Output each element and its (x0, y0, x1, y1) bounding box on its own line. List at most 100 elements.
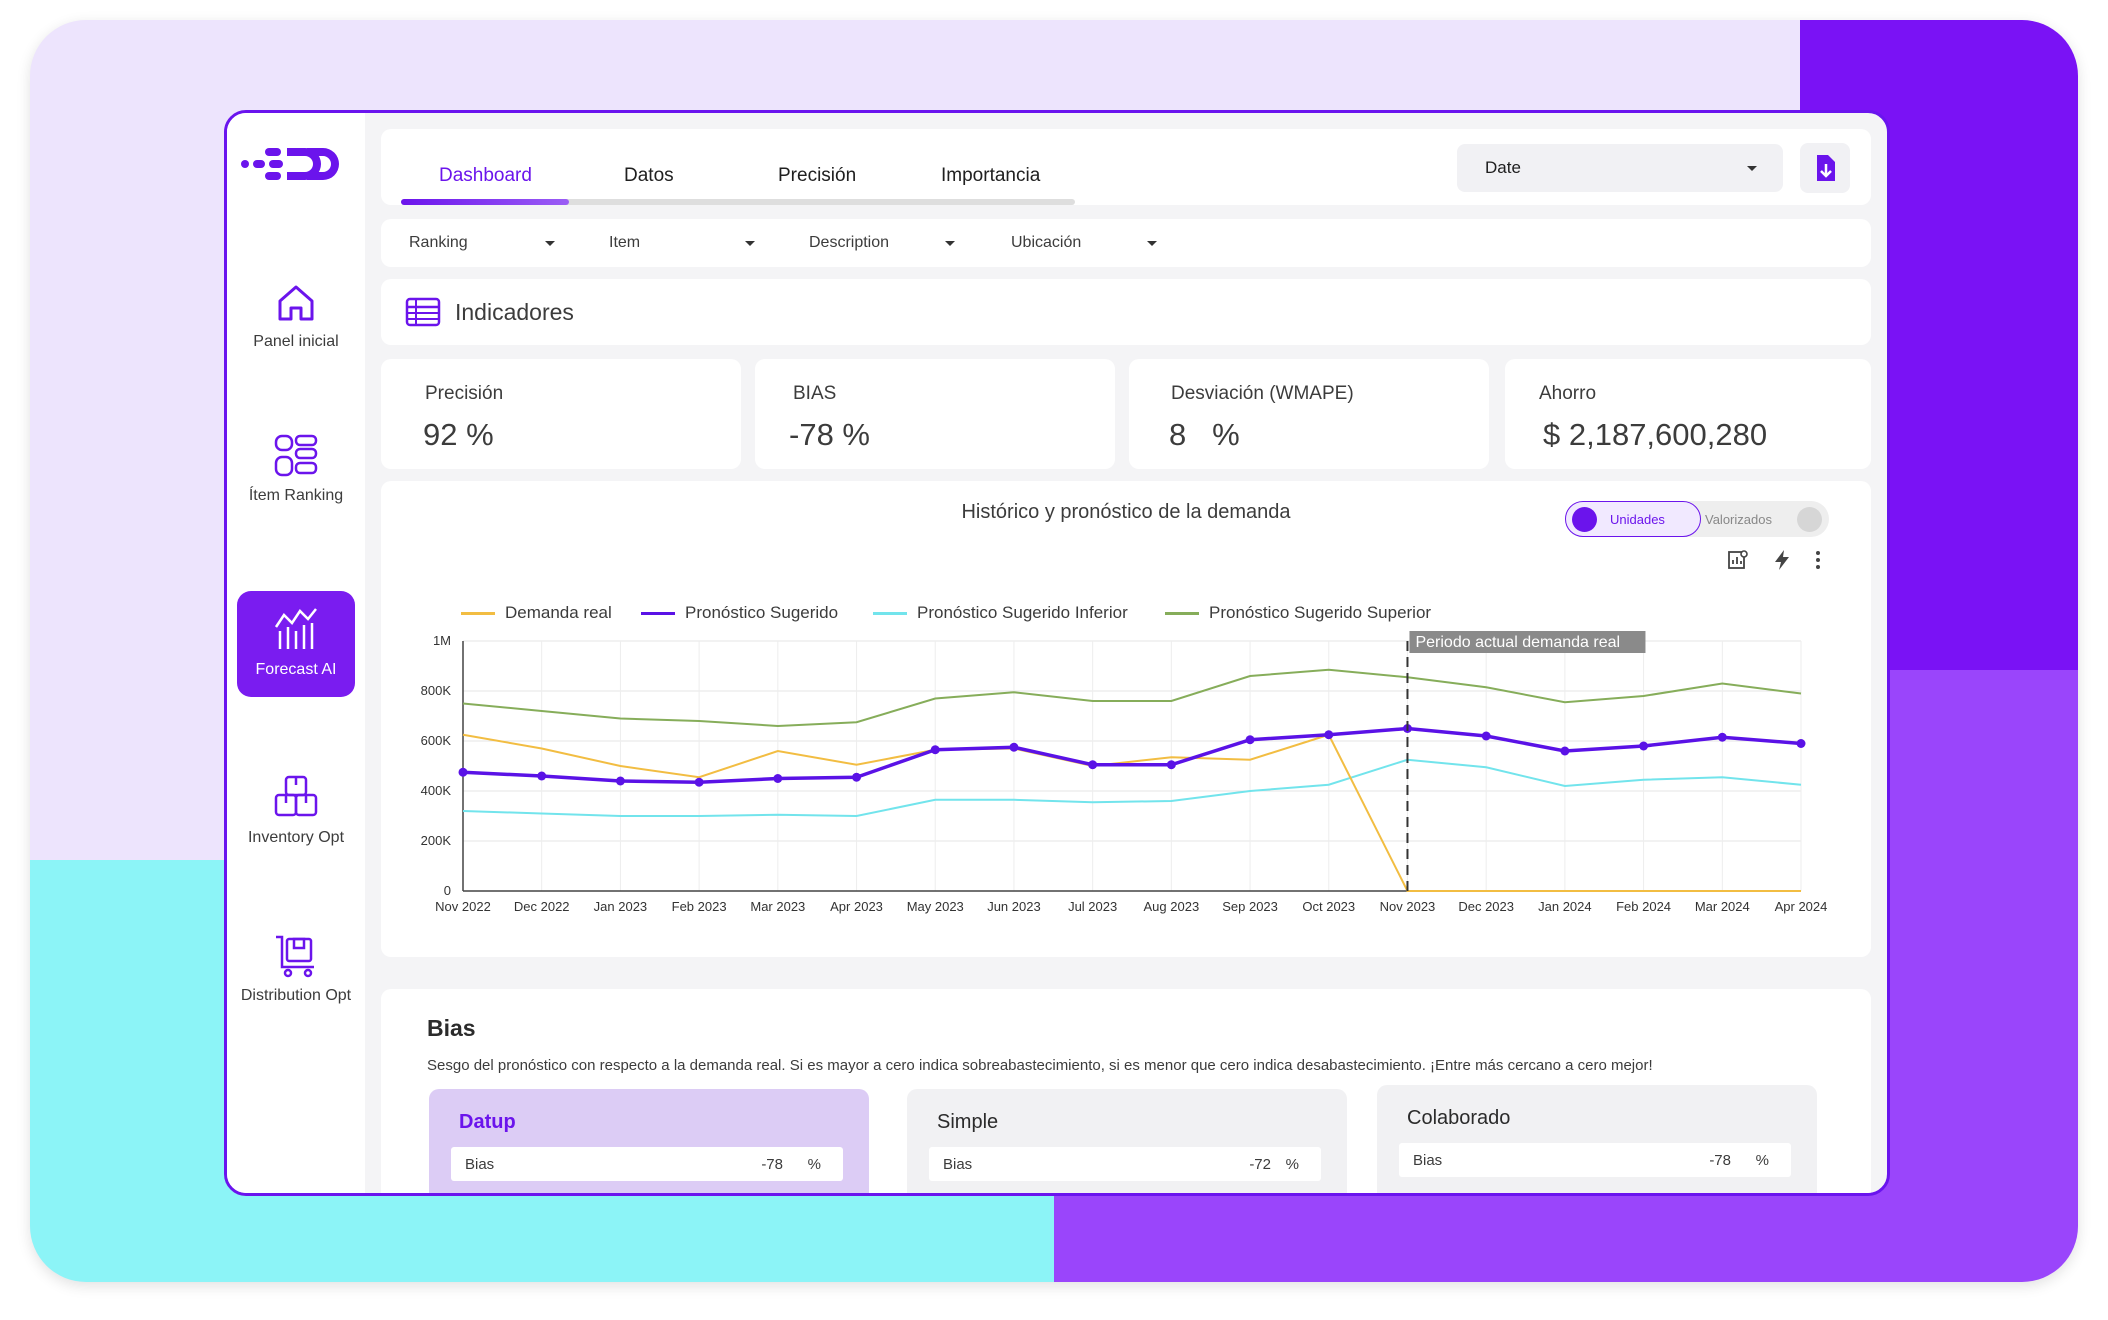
x-tick-label: Aug 2023 (1144, 899, 1200, 914)
x-tick-label: Oct 2023 (1302, 899, 1355, 914)
annotation-label: Periodo actual demanda real (1415, 634, 1620, 651)
ranking-icon (274, 434, 318, 477)
distribution-cart-icon (276, 935, 314, 978)
download-button[interactable] (1800, 143, 1850, 193)
data-point (1166, 760, 1176, 770)
tab-datos[interactable]: Datos (624, 165, 674, 186)
demand-line-chart: 0 200K 400K 600K 800K 1M Nov 2022 Dec 2022 Jan 2… (421, 631, 1827, 914)
legend-label: Demanda real (505, 603, 612, 622)
bias-row-value: -78 (1709, 1152, 1731, 1169)
x-tick-label: Apr 2023 (830, 899, 883, 914)
toggle-knob-off (1797, 507, 1822, 532)
sidebar-item-distribution-opt[interactable]: Distribution Opt (237, 931, 355, 1005)
units-toggle[interactable]: Unidades Valorizados (1565, 501, 1829, 537)
series-line-pronostico-sugerido-superior (462, 668, 1802, 728)
sidebar-item-label: Inventory Opt (247, 829, 345, 846)
kpi-value: -78 % (789, 417, 870, 452)
sidebar-item-item-ranking[interactable]: Ítem Ranking (237, 433, 355, 505)
y-tick-label: 400K (421, 783, 452, 798)
data-point (615, 776, 625, 786)
bias-row-label: Bias (943, 1156, 973, 1173)
legend-demanda-real[interactable]: Demanda real (461, 603, 612, 623)
toggle-label-unidades: Unidades (1610, 512, 1665, 527)
toggle-option-valorizados[interactable]: Valorizados (1705, 512, 1772, 527)
bias-card-title: Colaborado (1407, 1107, 1511, 1129)
date-select[interactable]: Date (1457, 144, 1783, 192)
filter-item[interactable]: Item (609, 234, 641, 251)
kpi-label: Desviación (WMAPE) (1171, 383, 1354, 404)
bias-row: Bias -78 % (1399, 1143, 1791, 1177)
data-point (694, 777, 704, 787)
data-point (1245, 735, 1255, 745)
bias-row-unit: % (1755, 1152, 1769, 1169)
tab-bar: Dashboard Datos Precisión Importancia Da… (381, 129, 1871, 205)
filter-ubicacion[interactable]: Ubicación (1011, 234, 1082, 251)
kpi-label: Precisión (425, 383, 504, 404)
sidebar-item-label: Forecast AI (255, 661, 337, 678)
x-tick-label: Jan 2024 (1538, 899, 1592, 914)
kpi-card-precision: Precisión 92 % (381, 359, 741, 469)
sidebar-item-panel-inicial[interactable]: Panel inicial (237, 281, 355, 351)
bias-row: Bias -78 % (451, 1147, 843, 1181)
series-line-pronostico-sugerido (462, 726, 1802, 785)
chart-title: Histórico y pronóstico de la demanda (961, 501, 1291, 523)
table-icon (405, 297, 441, 327)
tab-dashboard[interactable]: Dashboard (439, 165, 532, 186)
download-file-icon (1817, 155, 1835, 181)
y-tick-label: 200K (421, 833, 452, 848)
bias-card-title: Simple (937, 1111, 999, 1133)
chart-settings-icon[interactable] (1727, 549, 1749, 571)
kpi-label: Ahorro (1539, 383, 1597, 404)
bias-row-label: Bias (465, 1156, 495, 1173)
indicators-title: Indicadores (455, 299, 574, 325)
sidebar-item-label: Distribution Opt (240, 987, 352, 1004)
bias-title: Bias (427, 1015, 476, 1041)
x-tick-label: Mar 2023 (750, 899, 805, 914)
bias-section: Bias Sesgo del pronóstico con respecto a… (381, 989, 1871, 1193)
bias-row-value: -72 (1249, 1156, 1271, 1173)
filter-ranking[interactable]: Ranking (409, 234, 468, 251)
filter-description[interactable]: Description (809, 234, 890, 251)
kpi-value: 92 % (423, 417, 494, 452)
kpi-value: 8 % (1169, 417, 1240, 452)
data-point (930, 745, 940, 755)
legend-pronostico-sugerido[interactable]: Pronóstico Sugerido (641, 603, 838, 623)
data-point (852, 772, 862, 782)
chevron-down-icon[interactable] (945, 241, 955, 246)
bias-row-value: -78 (761, 1156, 783, 1173)
more-vert-icon[interactable] (1814, 549, 1822, 571)
series-line-pronostico-sugerido-inferior (462, 758, 1802, 818)
sidebar-item-inventory-opt[interactable]: Inventory Opt (237, 773, 355, 847)
data-point (1009, 742, 1019, 752)
legend-label: Pronóstico Sugerido Superior (1209, 603, 1432, 622)
legend-swatch (1165, 612, 1199, 616)
sidebar-item-label: Panel inicial (253, 333, 339, 350)
sidebar-item-label: Ítem Ranking (248, 487, 344, 504)
bias-card-simple: Simple Bias -72 % (907, 1089, 1347, 1193)
legend-swatch (641, 612, 675, 616)
toggle-knob (1572, 507, 1597, 532)
kpi-card-ahorro: Ahorro $ 2,187,600,280 (1505, 359, 1871, 469)
annotation-label-bg (1409, 631, 1646, 653)
kpi-card-wmape: Desviación (WMAPE) 8 % (1129, 359, 1489, 469)
data-point (1639, 741, 1649, 751)
data-point (1088, 760, 1098, 770)
tab-precision[interactable]: Precisión (778, 165, 857, 186)
sidebar-item-forecast-ai[interactable]: Forecast AI (237, 591, 355, 697)
filter-bar: Ranking Item Description Ubicación (381, 219, 1871, 267)
y-tick-label: 1M (433, 633, 451, 648)
demand-chart-card: Histórico y pronóstico de la demanda Uni… (381, 481, 1871, 957)
legend-pronostico-superior[interactable]: Pronóstico Sugerido Superior (1165, 603, 1431, 623)
x-tick-label: Mar 2024 (1695, 899, 1750, 914)
bias-description: Sesgo del pronóstico con respecto a la d… (427, 1057, 1653, 1074)
x-tick-label: Feb 2024 (1616, 899, 1671, 914)
lightning-icon[interactable] (1772, 549, 1792, 571)
toggle-option-unidades[interactable]: Unidades (1565, 501, 1701, 537)
chevron-down-icon[interactable] (745, 241, 755, 246)
chevron-down-icon[interactable] (1147, 241, 1157, 246)
y-tick-label: 600K (421, 733, 452, 748)
legend-pronostico-inferior[interactable]: Pronóstico Sugerido Inferior (873, 603, 1128, 623)
tab-importancia[interactable]: Importancia (941, 165, 1041, 186)
bias-row-unit: % (807, 1156, 821, 1173)
chevron-down-icon[interactable] (545, 241, 555, 246)
